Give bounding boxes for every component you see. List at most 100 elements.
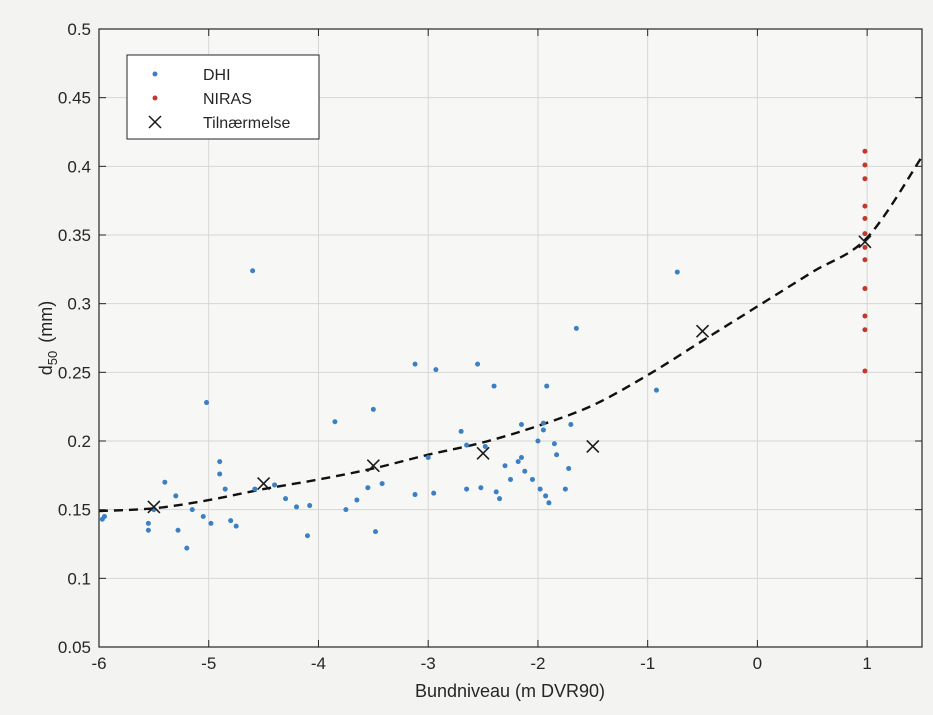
dhi-point — [252, 486, 258, 492]
dhi-point — [294, 504, 300, 510]
legend-tilnaermelse-marker — [148, 115, 162, 129]
points-layer — [99, 148, 872, 551]
dhi-point — [204, 400, 210, 406]
niras-point — [862, 203, 868, 209]
dhi-point — [222, 486, 228, 492]
dhi-point — [554, 452, 560, 458]
dhi-point — [162, 479, 168, 485]
legend-niras-marker — [152, 95, 158, 101]
dhi-point — [373, 529, 379, 535]
dhi-point — [478, 485, 484, 491]
dhi-point — [208, 520, 214, 526]
dhi-point — [566, 465, 572, 471]
dhi-point — [145, 527, 151, 533]
tiln-rmelse-point — [476, 446, 490, 460]
dhi-point — [425, 454, 431, 460]
dhi-point — [175, 527, 181, 533]
niras-point — [862, 313, 868, 319]
dhi-point — [653, 387, 659, 393]
dhi-point — [464, 442, 470, 448]
y-axis-label-main: d — [36, 365, 56, 375]
dhi-point — [304, 533, 310, 539]
dhi-point — [307, 503, 313, 509]
dhi-point — [145, 520, 151, 526]
dhi-point — [433, 367, 439, 373]
dhi-point — [272, 482, 278, 488]
dhi-point — [497, 496, 503, 502]
dhi-point — [189, 507, 195, 513]
y-tick-label: 0.4 — [67, 157, 91, 176]
y-axis-label-unit: (mm) — [36, 301, 56, 343]
dhi-point — [431, 490, 437, 496]
y-tick-label: 0.25 — [58, 363, 91, 382]
dhi-point — [343, 507, 349, 513]
tiln-rmelse-point — [257, 477, 271, 491]
dhi-point — [573, 325, 579, 331]
dhi-point — [508, 476, 513, 482]
dhi-point — [370, 406, 376, 412]
legend: DHI NIRAS Tilnærmelse — [126, 54, 320, 140]
dhi-point — [233, 523, 239, 529]
y-tick-label: 0.3 — [67, 295, 91, 314]
legend-dhi-marker — [152, 71, 158, 77]
dhi-point — [228, 518, 234, 524]
legend-niras-label: NIRAS — [203, 91, 252, 108]
niras-point — [862, 368, 868, 374]
y-axis-label: d50 (mm) — [36, 301, 60, 375]
dhi-point — [412, 492, 418, 498]
niras-point — [862, 148, 868, 154]
dhi-point — [217, 471, 223, 477]
fit-curve-layer — [98, 156, 923, 513]
x-tick-label: -5 — [201, 654, 216, 673]
x-tick-label: -3 — [421, 654, 436, 673]
tiln-rmelse-point — [147, 500, 161, 514]
y-tick-label: 0.05 — [58, 638, 91, 657]
dhi-point — [515, 459, 521, 465]
dhi-point — [535, 438, 541, 444]
x-tick-label: -4 — [311, 654, 326, 673]
dhi-point — [537, 486, 543, 492]
dhi-point — [674, 269, 680, 275]
legend-tilnaermelse-label: Tilnærmelse — [203, 115, 291, 132]
y-tick-label: 0.35 — [58, 226, 91, 245]
dhi-point — [568, 422, 574, 428]
dhi-point — [458, 428, 464, 434]
dhi-point — [543, 493, 549, 499]
y-axis-label-sub: 50 — [45, 351, 60, 365]
niras-point — [862, 231, 868, 237]
dhi-point — [518, 454, 524, 460]
y-tick-label: 0.45 — [58, 89, 91, 108]
dhi-point — [283, 496, 289, 502]
fit-curve — [98, 156, 923, 513]
dhi-point — [522, 468, 528, 474]
niras-point — [862, 327, 868, 333]
dhi-point — [365, 485, 371, 491]
dhi-point — [502, 463, 508, 469]
x-tick-label: -6 — [91, 654, 106, 673]
dhi-point — [546, 500, 552, 506]
ticks: -6 -5 -4 -3 -2 -1 0 1 0.05 0.1 0.15 0.2 0.25 0.3 0.35 0… — [58, 20, 922, 673]
dhi-point — [540, 427, 546, 433]
x-tick-label: 1 — [862, 654, 871, 673]
dhi-point — [184, 545, 190, 551]
dhi-point — [332, 419, 338, 425]
dhi-point — [482, 443, 488, 449]
niras-point — [862, 176, 868, 182]
y-tick-label: 0.15 — [58, 501, 91, 520]
dhi-point — [518, 422, 524, 428]
niras-point — [862, 216, 868, 222]
dhi-point — [379, 481, 385, 487]
dhi-point — [540, 420, 546, 426]
dhi-point — [101, 514, 107, 520]
dhi-point — [464, 486, 470, 492]
plot-frame — [98, 28, 923, 648]
tiln-rmelse-point — [858, 235, 872, 249]
dhi-point — [200, 514, 206, 520]
x-tick-label: -1 — [640, 654, 655, 673]
niras-point — [862, 244, 868, 250]
y-tick-label: 0.5 — [67, 20, 91, 39]
dhi-point — [475, 361, 481, 367]
x-tick-label: -2 — [530, 654, 545, 673]
dhi-point — [491, 383, 497, 389]
